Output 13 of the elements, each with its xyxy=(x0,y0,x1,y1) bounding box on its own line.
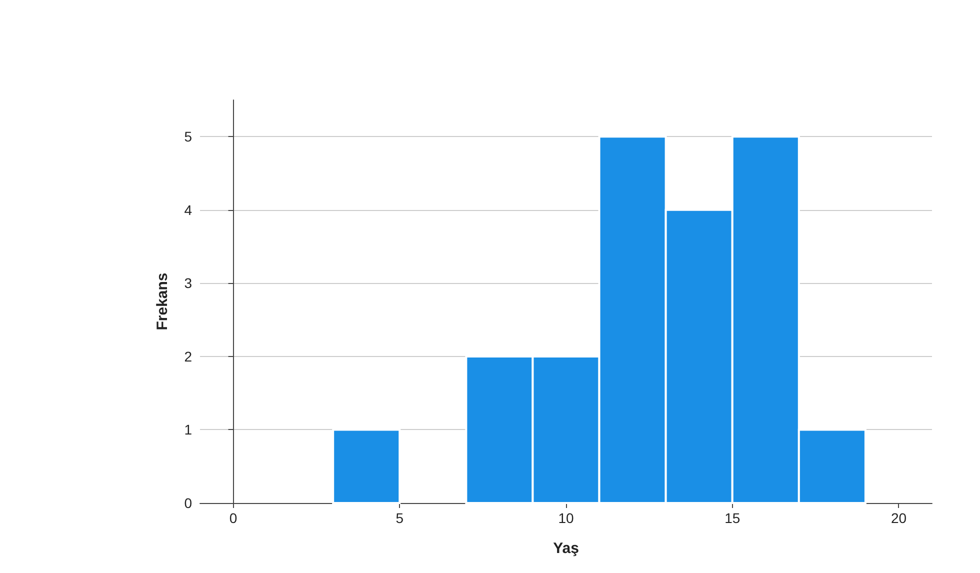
y-tick-label: 5 xyxy=(184,128,192,145)
x-tick-label: 5 xyxy=(396,510,404,526)
x-tick-label: 10 xyxy=(558,510,574,526)
y-tick-label: 2 xyxy=(184,348,192,364)
y-tick-label: 0 xyxy=(184,495,192,511)
x-tick-label: 0 xyxy=(229,510,238,526)
y-axis-title: Frekans xyxy=(154,272,171,330)
y-tick-label: 1 xyxy=(184,422,192,438)
x-axis-title: Yaş xyxy=(553,540,579,557)
y-tick-label: 3 xyxy=(184,275,192,292)
x-tick-label: 15 xyxy=(724,510,740,526)
x-tick-label: 20 xyxy=(890,510,907,526)
y-tick-label: 4 xyxy=(184,202,192,218)
